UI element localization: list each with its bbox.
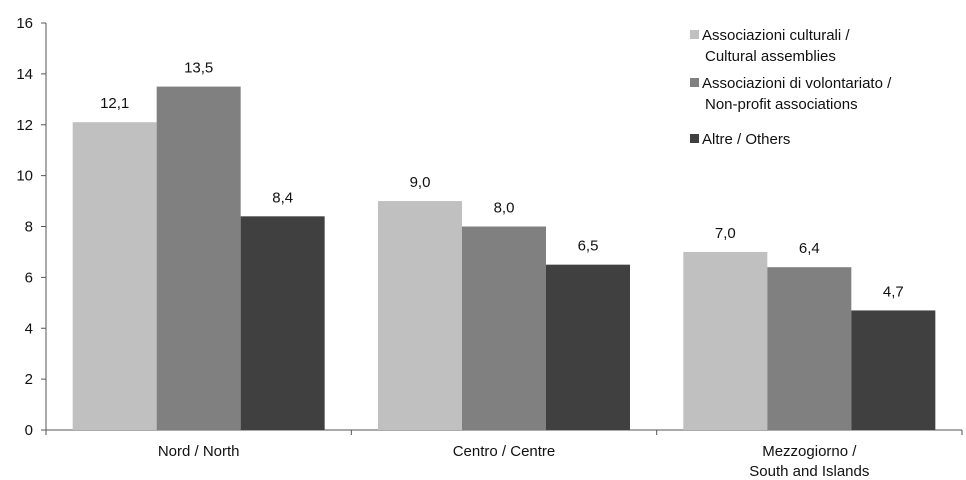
data-label: 8,0 (494, 200, 515, 217)
legend-label-line: Altre / Others (702, 131, 790, 148)
data-label: 8,4 (272, 189, 293, 206)
x-category-label-line: Centro / Centre (453, 443, 556, 460)
data-label: 13,5 (184, 60, 213, 77)
data-label: 6,4 (799, 240, 820, 257)
legend-swatch (690, 78, 699, 87)
x-category-label: Mezzogiorno / South and Islands (749, 443, 869, 480)
legend-label-line: Non-profit associations (705, 96, 858, 113)
bar (683, 251, 768, 430)
y-tick-label: 6 (25, 269, 33, 286)
legend-label-line: Cultural assemblies (705, 48, 836, 65)
y-tick-label: 10 (16, 168, 33, 185)
x-category-label: Nord / North (158, 443, 240, 460)
legend: Associazioni culturali / Cultural assembl… (690, 27, 892, 148)
y-tick-label: 12 (16, 117, 33, 134)
bars (72, 86, 936, 431)
bar (72, 122, 157, 431)
y-tick-label: 4 (25, 320, 33, 337)
legend-label: Associazioni culturali / Cultural assembl… (702, 27, 850, 65)
y-tick-label: 16 (16, 15, 33, 32)
legend-label: Associazioni di volontariato / Non-profit… (702, 75, 892, 113)
y-tick-label: 8 (25, 219, 33, 236)
x-category-label: Centro / Centre (453, 443, 556, 460)
data-label: 6,5 (578, 238, 599, 255)
legend-label-line: Associazioni di volontariato / (702, 75, 892, 92)
data-label: 7,0 (715, 225, 736, 242)
x-category-label-line: Mezzogiorno / (762, 443, 857, 460)
bar (378, 201, 462, 430)
data-label: 12,1 (100, 95, 129, 112)
axes: 0 2 4 6 8 10 12 14 16 Nord / North Centro / Centre… (16, 15, 963, 480)
data-label: 9,0 (410, 174, 431, 191)
legend-label-line: Associazioni culturali / (702, 27, 850, 44)
legend-swatch (690, 134, 699, 143)
bar (546, 264, 630, 430)
data-label: 4,7 (883, 283, 904, 300)
y-tick-label: 14 (16, 66, 33, 83)
y-tick-label: 0 (25, 422, 33, 439)
data-labels: 12,1 13,5 8,4 9,0 8,0 6,5 7,0 6,4 4,7 (100, 60, 904, 301)
x-category-label-line: Nord / North (158, 443, 240, 460)
bar (156, 86, 241, 430)
bar (462, 226, 546, 430)
y-tick-label: 2 (25, 371, 33, 388)
bar (240, 216, 325, 430)
bar (767, 267, 852, 430)
legend-label: Altre / Others (702, 131, 790, 148)
x-category-label-line: South and Islands (749, 463, 869, 480)
bar (851, 310, 936, 430)
legend-swatch (690, 30, 699, 39)
